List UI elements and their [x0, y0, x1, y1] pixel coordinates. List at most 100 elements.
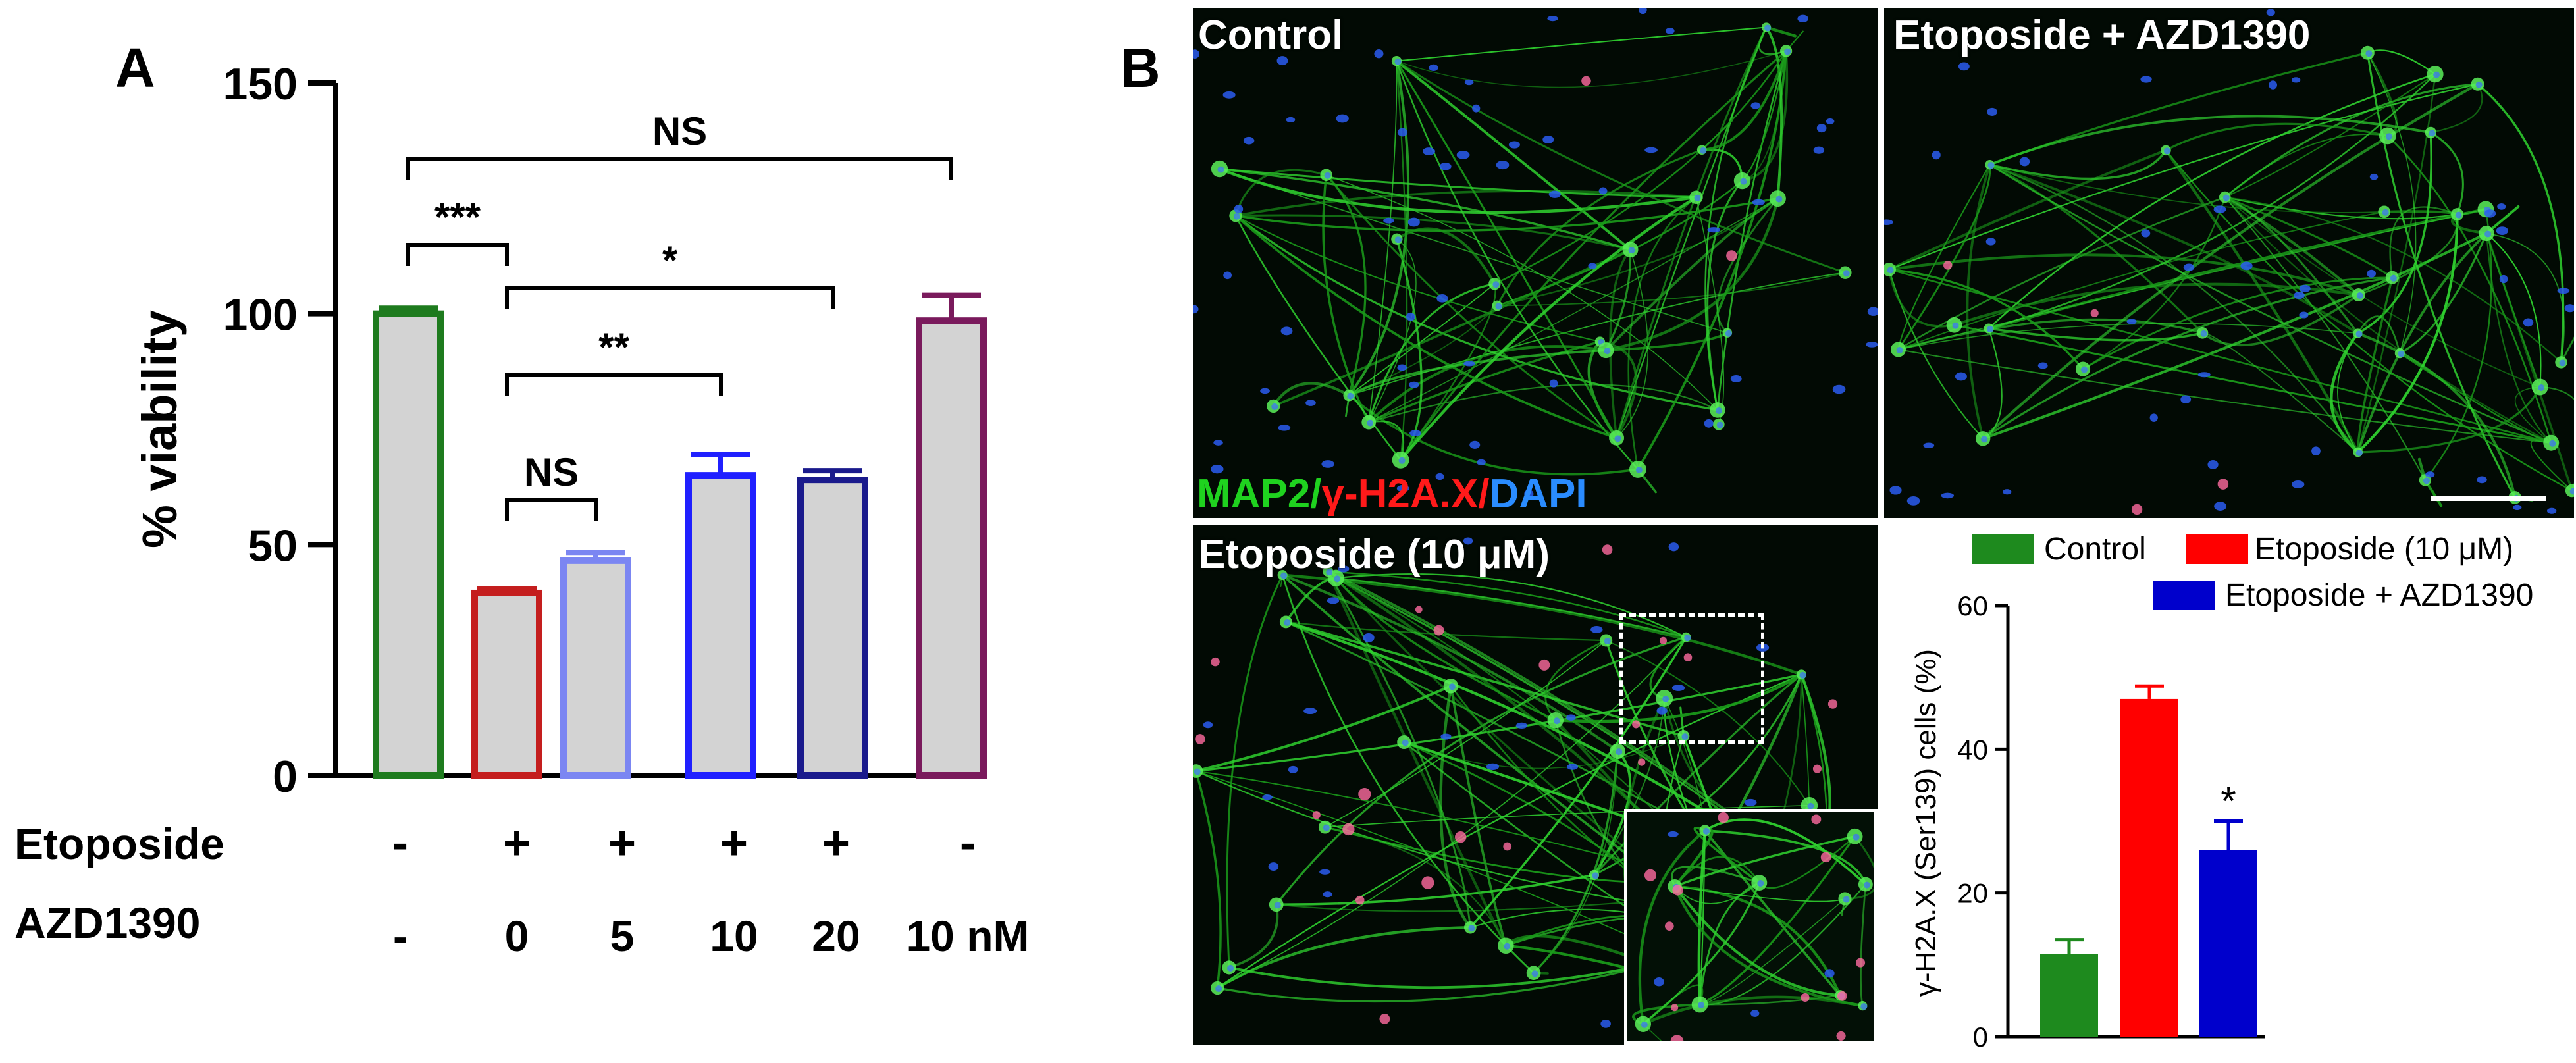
neurite: [2224, 196, 2562, 363]
h2ax-focus: [1358, 787, 1371, 801]
dapi-nucleus: [1260, 388, 1270, 394]
significance-bracket: [505, 498, 598, 521]
azd1390-value: 20: [812, 912, 860, 960]
neurite: [1704, 818, 1867, 885]
neurite: [1674, 885, 1845, 902]
nucleus: [1716, 421, 1723, 428]
neurite: [1325, 174, 1617, 439]
neurite: [2358, 214, 2459, 296]
h2ax-focus: [1379, 1014, 1390, 1024]
nucleus: [1194, 768, 1201, 775]
neurite: [1702, 50, 1788, 151]
nucleus: [1775, 195, 1783, 203]
nucleus: [1215, 985, 1222, 992]
neurite: [1325, 804, 1810, 828]
dapi-nucleus: [2149, 413, 2158, 422]
neurite: [1593, 698, 1666, 875]
neurite: [1989, 163, 2203, 334]
neurite: [1368, 197, 1778, 423]
h2ax-focus: [1644, 869, 1657, 881]
zoom-region-box: [1619, 613, 1764, 744]
nucleus: [2355, 330, 2363, 338]
dapi-nucleus: [1667, 831, 1679, 837]
bar-1: [471, 589, 542, 779]
neurite: [1327, 571, 1508, 946]
nucleus: [1662, 695, 1669, 702]
neurite: [1637, 51, 1787, 470]
legend-label-0: Control: [2044, 532, 2146, 567]
neurite: [2224, 196, 2426, 480]
scale-bar: [2431, 496, 2546, 501]
nucleus: [1887, 267, 1894, 274]
dapi-nucleus: [1496, 160, 1510, 170]
bar-0: [373, 310, 444, 779]
dapi-nucleus: [1730, 375, 1742, 382]
neurite: [2224, 196, 2458, 220]
neurite: [1616, 249, 1648, 438]
neurite: [1281, 575, 1535, 974]
h2ax-focus: [1312, 811, 1321, 819]
bar-5: [916, 317, 987, 779]
bar-0: [2040, 954, 2098, 1037]
azd1390-value: 10: [710, 912, 758, 960]
micrograph-etoposide-azd1390: Etoposide + AZD1390: [1884, 8, 2574, 518]
nucleus: [1604, 638, 1611, 645]
dapi-nucleus: [2294, 292, 2305, 299]
neurite: [1637, 468, 1657, 494]
dapi-nucleus: [1278, 425, 1291, 431]
dapi-nucleus: [1319, 869, 1330, 875]
h2ax-focus: [1665, 921, 1674, 931]
zoom-inset-image: [1632, 812, 1874, 1041]
dapi-nucleus: [1396, 484, 1409, 492]
dapi-nucleus: [1867, 307, 1878, 316]
significance-label: *: [662, 238, 678, 282]
dapi-nucleus: [2523, 318, 2534, 327]
nucleus: [1635, 466, 1643, 473]
neurite: [1989, 51, 2368, 166]
dapi-nucleus: [1336, 114, 1349, 123]
dapi-nucleus: [1906, 496, 1920, 506]
h2ax-focus: [2090, 309, 2099, 317]
dapi-nucleus: [1222, 91, 1236, 99]
dapi-nucleus: [1193, 49, 1200, 59]
nucleus: [2429, 130, 2436, 137]
dapi-nucleus: [2019, 157, 2030, 167]
bar-2: [560, 557, 631, 779]
y-tick-label: 150: [223, 59, 298, 109]
stain-map2: MAP2/: [1197, 471, 1322, 517]
dapi-nucleus: [1268, 862, 1279, 871]
neurite: [1989, 164, 2359, 453]
dapi-nucleus: [1435, 473, 1444, 480]
dapi-nucleus: [1750, 1010, 1760, 1017]
dapi-nucleus: [1338, 565, 1350, 573]
neurite: [1982, 328, 2003, 440]
dapi-nucleus: [1406, 312, 1415, 321]
nucleus: [1394, 58, 1402, 65]
neurite: [1368, 420, 1404, 461]
dapi-nucleus: [2197, 372, 2211, 378]
nucleus: [1784, 48, 1791, 55]
dapi-nucleus: [2512, 504, 2522, 511]
neurite: [1627, 196, 1697, 470]
neurite: [1494, 50, 1787, 285]
dapi-nucleus: [1407, 217, 1420, 227]
neurite: [1544, 639, 1607, 721]
dapi-nucleus: [1303, 708, 1317, 715]
nucleus: [1284, 619, 1291, 626]
neurite: [1219, 168, 1728, 334]
neurite: [1275, 636, 1687, 906]
neurite: [1217, 926, 1471, 989]
neurite: [1400, 50, 1787, 461]
dapi-nucleus: [2140, 76, 2152, 83]
neurite: [1396, 60, 1617, 439]
neurite: [1396, 50, 1787, 88]
neurite: [2399, 352, 2552, 444]
nucleus: [2549, 440, 2556, 447]
dapi-nucleus: [1193, 305, 1199, 314]
neurite: [1889, 253, 2359, 296]
dapi-nucleus: [1486, 763, 1500, 770]
neurite: [1367, 282, 1495, 423]
bar-3: [685, 472, 756, 779]
dapi-nucleus: [2180, 395, 2192, 403]
neurite: [1988, 73, 2436, 330]
